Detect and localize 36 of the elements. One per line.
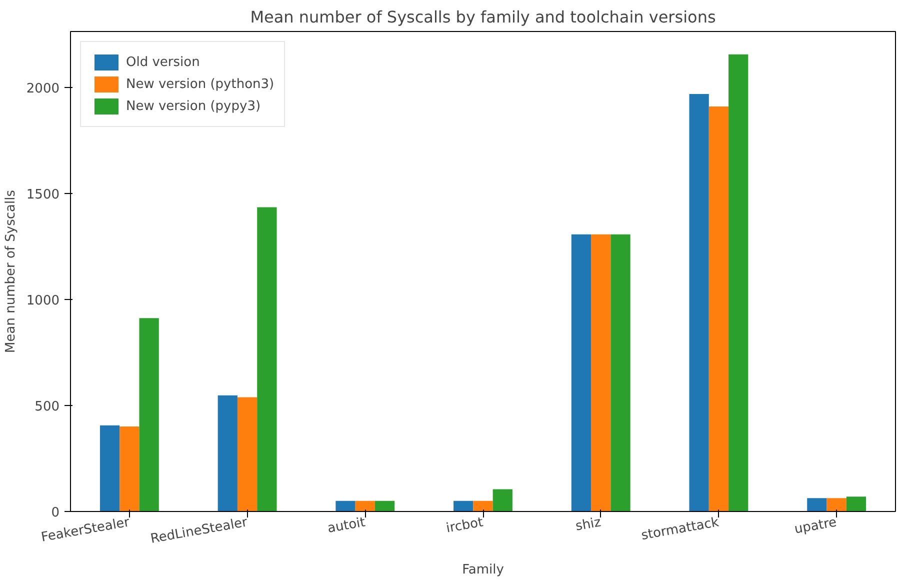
bar bbox=[120, 426, 140, 512]
y-tick-label: 500 bbox=[34, 399, 60, 414]
bar bbox=[807, 498, 827, 512]
bar bbox=[689, 94, 709, 512]
bar bbox=[336, 500, 356, 512]
legend-label: New version (python3) bbox=[126, 76, 274, 92]
bar bbox=[454, 500, 474, 512]
y-axis-title: Mean number of Syscalls bbox=[3, 190, 18, 353]
y-tick-label: 1000 bbox=[26, 293, 60, 308]
bar bbox=[492, 489, 512, 512]
y-tick-label: 0 bbox=[51, 506, 60, 520]
bar bbox=[473, 500, 493, 512]
bar bbox=[355, 500, 375, 512]
bar bbox=[728, 54, 748, 512]
x-tick-label: ircbot bbox=[445, 515, 484, 536]
bar bbox=[139, 318, 159, 512]
chart-title: Mean number of Syscalls by family and toolchain versions bbox=[250, 8, 716, 26]
legend-label: Old version bbox=[126, 54, 200, 70]
x-tick-label: autoit bbox=[326, 515, 366, 536]
y-tick-label: 2000 bbox=[26, 81, 60, 96]
bar bbox=[237, 397, 258, 512]
y-tick-label: 1500 bbox=[26, 187, 60, 202]
bar bbox=[218, 395, 238, 512]
bar bbox=[374, 500, 395, 512]
bar bbox=[846, 496, 866, 512]
bar bbox=[257, 207, 277, 512]
bar bbox=[571, 234, 592, 512]
bar bbox=[826, 498, 846, 512]
x-tick-label: upatre bbox=[793, 515, 838, 538]
legend-label: New version (pypy3) bbox=[126, 98, 261, 114]
bar bbox=[708, 106, 729, 512]
bar bbox=[100, 425, 120, 512]
x-axis-title: Family bbox=[462, 562, 504, 578]
bar bbox=[591, 234, 611, 512]
bar bbox=[610, 234, 630, 512]
x-tick-label: shiz bbox=[574, 515, 602, 534]
